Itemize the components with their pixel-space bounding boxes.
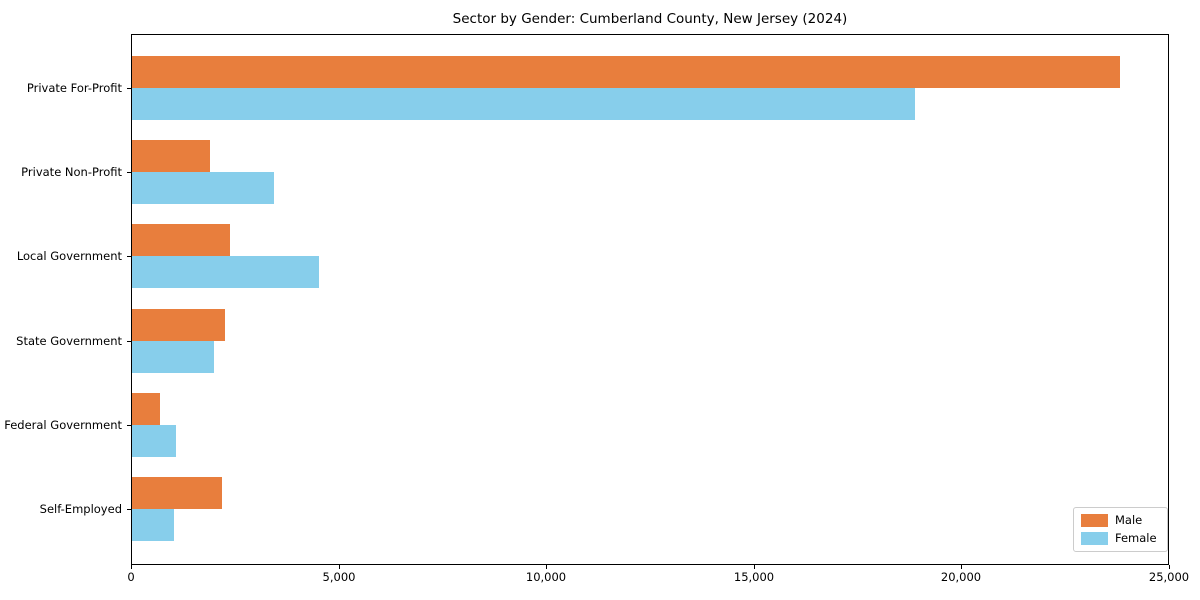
bar-female-self-employed — [132, 509, 174, 541]
bar-male-state-government — [132, 308, 225, 341]
x-tick-5000 — [339, 565, 340, 569]
legend-label-female: Female — [1115, 531, 1157, 545]
bar-male-local-government — [132, 224, 230, 257]
legend-swatch-female — [1081, 532, 1108, 545]
bar-male-private-for-profit — [132, 56, 1120, 88]
legend-swatch-male — [1081, 514, 1108, 527]
bar-female-private-non-profit — [132, 172, 274, 205]
y-tick-private-for-profit — [127, 88, 131, 89]
y-tick-label-state-government: State Government — [16, 333, 122, 348]
y-tick-label-self-employed: Self-Employed — [39, 502, 122, 516]
bar-female-federal-government — [132, 424, 176, 457]
bar-male-private-non-profit — [132, 140, 210, 173]
legend-label-male: Male — [1115, 513, 1143, 527]
y-tick-local-government — [127, 256, 131, 258]
plot-area — [131, 34, 1169, 565]
x-tick-20000 — [961, 565, 962, 569]
y-tick-federal-government — [127, 424, 131, 426]
x-tick-0 — [131, 565, 132, 569]
chart-title: Sector by Gender: Cumberland County, New… — [452, 11, 848, 27]
x-tick-label-15000: 15,000 — [733, 570, 775, 584]
y-tick-label-local-government: Local Government — [16, 249, 122, 264]
y-tick-label-federal-government: Federal Government — [4, 417, 122, 432]
bar-female-local-government — [132, 256, 319, 289]
y-tick-private-non-profit — [127, 172, 131, 174]
legend-entry-female: Female — [1081, 532, 1157, 545]
bar-male-self-employed — [132, 477, 222, 509]
x-tick-label-10000: 10,000 — [525, 570, 567, 584]
x-tick-label-25000: 25,000 — [1148, 570, 1190, 584]
y-tick-label-private-non-profit: Private Non-Profit — [21, 165, 122, 180]
y-tick-state-government — [127, 340, 131, 342]
x-tick-10000 — [546, 565, 547, 569]
x-tick-label-20000: 20,000 — [940, 570, 982, 584]
x-tick-label-0: 0 — [127, 570, 135, 584]
x-tick-15000 — [754, 565, 755, 569]
x-tick-25000 — [1169, 565, 1170, 569]
bar-male-federal-government — [132, 392, 160, 425]
legend-entry-male: Male — [1081, 514, 1157, 527]
legend: Male Female — [1073, 507, 1168, 552]
bar-female-state-government — [132, 340, 214, 373]
y-tick-self-employed — [127, 509, 131, 510]
x-tick-label-5000: 5,000 — [322, 570, 356, 584]
y-tick-label-private-for-profit: Private For-Profit — [26, 81, 122, 95]
bar-female-private-for-profit — [132, 88, 915, 120]
